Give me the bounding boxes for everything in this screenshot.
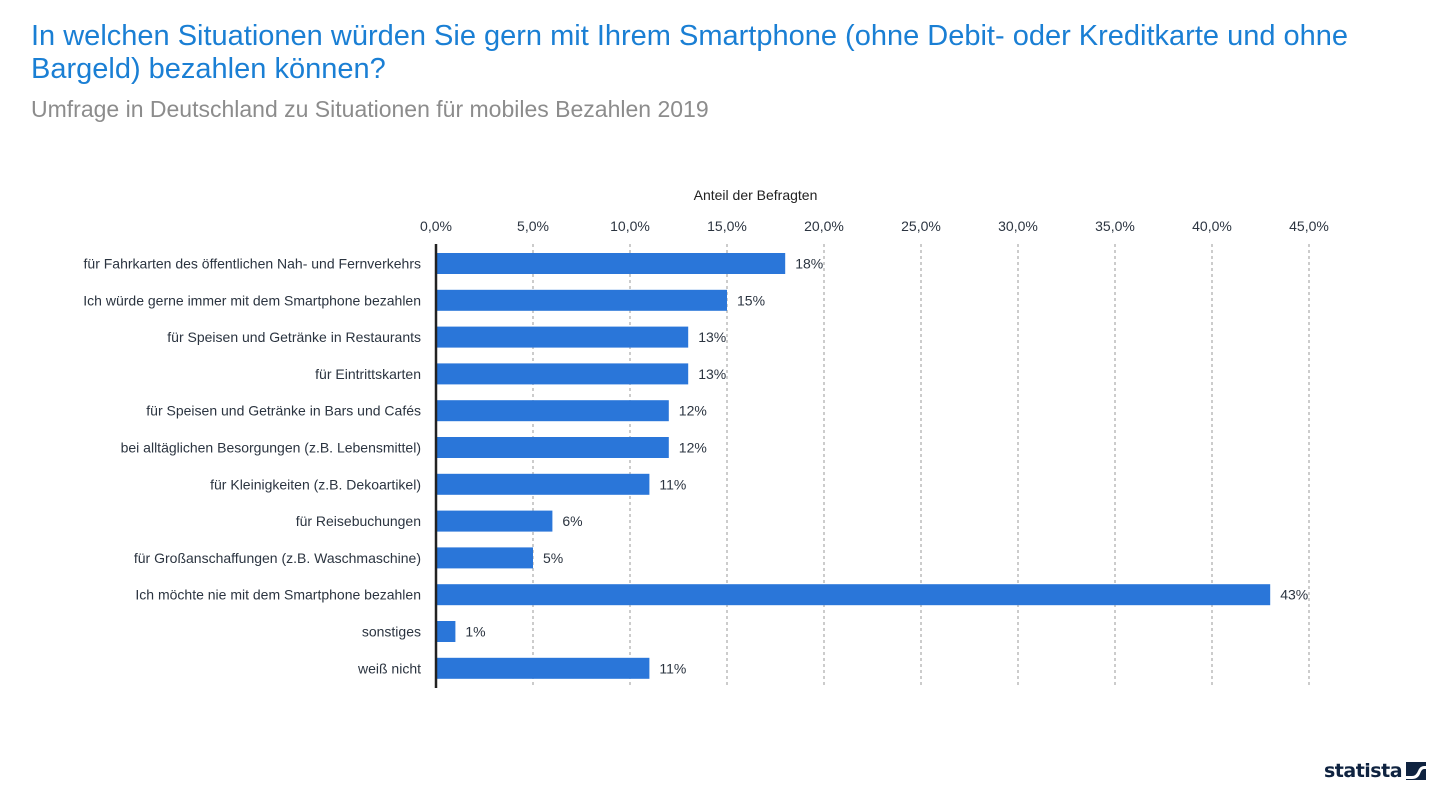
- x-tick-label: 40,0%: [1192, 218, 1232, 234]
- value-label: 1%: [465, 624, 485, 640]
- value-label: 12%: [679, 440, 707, 456]
- statista-wave-icon: [1406, 762, 1427, 780]
- category-label: für Großanschaffungen (z.B. Waschmaschin…: [134, 550, 421, 566]
- x-tick-label: 25,0%: [901, 218, 941, 234]
- statista-logo: statista: [1324, 760, 1427, 782]
- category-label: bei alltäglichen Besorgungen (z.B. Leben…: [121, 440, 421, 456]
- value-label: 15%: [737, 292, 765, 308]
- category-label: sonstiges: [362, 624, 421, 640]
- x-tick-label: 0,0%: [420, 218, 452, 234]
- bar: [436, 657, 650, 679]
- category-label: Ich möchte nie mit dem Smartphone bezahl…: [135, 587, 421, 603]
- x-tick-label: 30,0%: [998, 218, 1038, 234]
- value-label: 5%: [543, 550, 563, 566]
- bar: [436, 473, 650, 495]
- value-label: 13%: [698, 366, 726, 382]
- category-label: Ich würde gerne immer mit dem Smartphone…: [83, 292, 421, 308]
- x-tick-label: 10,0%: [610, 218, 650, 234]
- bar: [436, 437, 669, 458]
- bar: [436, 510, 553, 532]
- category-label: für Reisebuchungen: [296, 513, 421, 529]
- category-label: für Fahrkarten des öffentlichen Nah- und…: [84, 256, 421, 272]
- x-tick-labels: 0,0% 5,0% 10,0% 15,0% 20,0% 25,0% 30,0% 35,0% 40…: [420, 218, 1329, 234]
- logo-text: statista: [1324, 760, 1403, 782]
- value-labels: 18% 15% 13% 13% 12% 12% 11% 6% 5% 43% 1% 11%: [465, 256, 1308, 677]
- bar: [436, 326, 689, 348]
- value-label: 11%: [659, 660, 686, 676]
- value-label: 18%: [795, 256, 823, 272]
- x-tick-label: 5,0%: [517, 218, 549, 234]
- chart-title: In welchen Situationen würden Sie gern m…: [31, 20, 1349, 85]
- bar: [436, 584, 1271, 606]
- value-label: 12%: [679, 403, 707, 419]
- category-label: für Speisen und Getränke in Restaurants: [167, 329, 421, 345]
- category-label: weiß nicht: [357, 660, 421, 676]
- x-tick-label: 35,0%: [1095, 218, 1135, 234]
- bar: [436, 253, 786, 274]
- value-label: 43%: [1280, 587, 1308, 603]
- bar: [436, 547, 533, 569]
- category-label: für Eintrittskarten: [315, 366, 421, 382]
- category-label: für Speisen und Getränke in Bars und Caf…: [146, 403, 421, 419]
- bar: [436, 363, 689, 385]
- x-axis-title: Anteil der Befragten: [694, 187, 818, 203]
- value-label: 11%: [659, 476, 686, 492]
- category-label: für Kleinigkeiten (z.B. Dekoartikel): [210, 476, 421, 492]
- bars: [436, 253, 1271, 679]
- chart-subtitle: Umfrage in Deutschland zu Situationen fü…: [31, 96, 709, 122]
- value-label: 6%: [562, 513, 582, 529]
- bar: [436, 400, 669, 422]
- gridlines: [532, 244, 1310, 688]
- category-labels: für Fahrkarten des öffentlichen Nah- und…: [83, 256, 421, 677]
- x-tick-label: 20,0%: [804, 218, 844, 234]
- x-tick-label: 45,0%: [1289, 218, 1329, 234]
- bar: [436, 621, 456, 642]
- bar: [436, 289, 727, 311]
- value-label: 13%: [698, 329, 726, 345]
- x-tick-label: 15,0%: [707, 218, 747, 234]
